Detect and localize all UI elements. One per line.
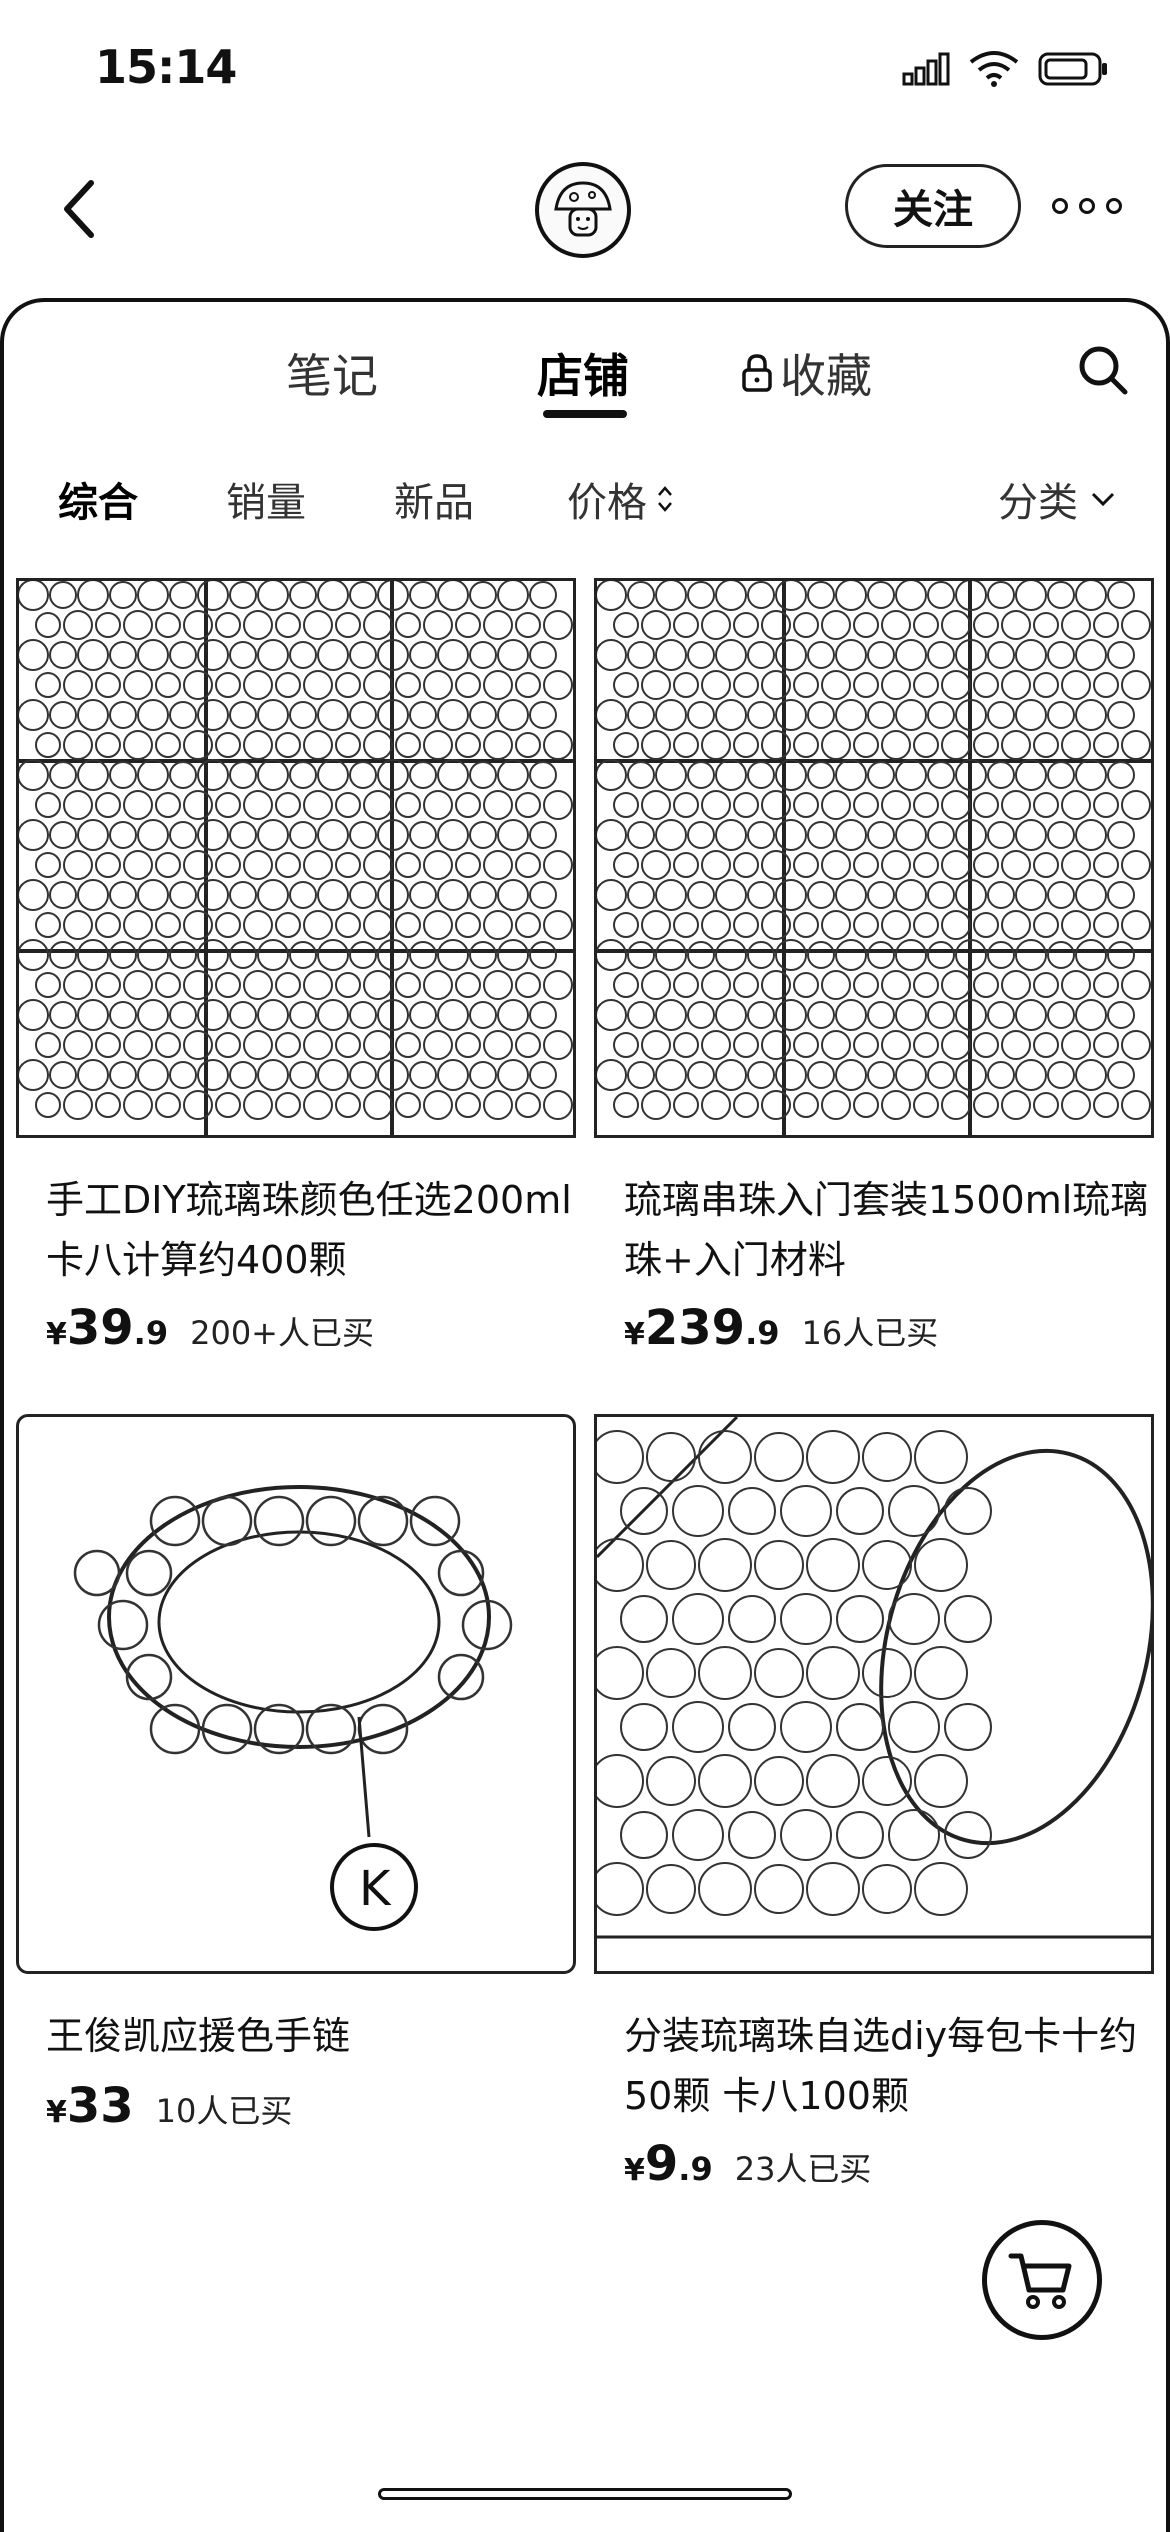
product-title: 手工DIY琉璃珠颜色任选200ml卡八计算约400颗 [46,1178,572,1282]
sort-arrows-icon [658,486,672,512]
sold-count: 10人已买 [155,2092,293,2130]
svg-text:K: K [359,1861,392,1917]
shop-avatar[interactable] [535,162,631,258]
cart-icon [1008,2253,1072,2309]
filter-overall[interactable]: 综合 [58,480,138,526]
filter-new[interactable]: 新品 [394,480,474,526]
lock-icon [742,354,772,392]
product-image[interactable] [16,578,576,1138]
price-row: ¥33 10人已买 [46,2078,292,2134]
follow-button[interactable]: 关注 [845,164,1021,248]
loose-beads-image [597,1417,1151,1939]
back-button[interactable] [44,174,114,244]
product-title: 琉璃串珠入门套装1500ml琉璃珠+入门材料 [624,1178,1149,1282]
tab-shop[interactable]: 店铺 [537,349,629,403]
chevron-down-icon [1091,492,1115,507]
search-icon [1079,346,1128,395]
filter-sales[interactable]: 销量 [226,480,306,526]
status-time: 15:14 [95,40,237,94]
tab-active-indicator [543,410,627,418]
mushroom-avatar-icon [554,181,612,237]
product-price: ¥9.9 [624,2136,713,2192]
product-image[interactable] [594,578,1154,1138]
filter-bar: 综合 销量 新品 价格 分类 [0,470,1170,540]
price-row: ¥9.9 23人已买 [624,2136,871,2192]
battery-icon [1038,52,1107,86]
filter-price[interactable]: 价格 [567,470,675,528]
chevron-left-icon [64,180,94,238]
product-title: 分装琉璃珠自选diy每包卡十约50颗 卡八100颗 [624,2014,1138,2118]
top-nav: 关注 [0,150,1170,280]
tab-collections-label: 收藏 [780,349,872,403]
sold-count: 23人已买 [734,2150,872,2188]
signal-icon [902,52,950,86]
product-price: ¥239.9 [624,1300,780,1356]
sold-count: 200+人已买 [190,1314,374,1352]
bead-tray-image [19,581,573,1135]
product-price: ¥33 [46,2078,134,2134]
sold-count: 16人已买 [801,1314,939,1352]
wifi-icon [969,51,1019,87]
filter-category-label: 分类 [998,480,1078,526]
product-price: ¥39.9 [46,1300,169,1356]
status-icons [902,50,1110,88]
status-bar: 15:14 [0,0,1170,140]
product-image[interactable] [594,1414,1154,1974]
tab-notes[interactable]: 笔记 [286,349,378,403]
filter-category[interactable]: 分类 [998,470,1116,528]
product-image[interactable]: K [16,1414,576,1974]
tab-collections[interactable]: 收藏 [740,340,872,406]
more-dot [1106,198,1122,214]
search-button[interactable] [1075,342,1131,398]
filter-price-label: 价格 [567,480,647,526]
price-row: ¥239.9 16人已买 [624,1300,938,1356]
tab-bar: 笔记 店铺 收藏 [0,340,1170,430]
more-dot [1079,198,1095,214]
bracelet-image: K [73,1485,513,1931]
price-row: ¥39.9 200+人已买 [46,1300,374,1356]
product-title: 王俊凯应援色手链 [46,2014,351,2058]
more-button[interactable] [1052,188,1122,224]
more-dot [1052,198,1068,214]
bead-tray-image [597,581,1151,1135]
home-indicator[interactable] [378,2488,792,2500]
cart-button[interactable] [982,2220,1102,2340]
